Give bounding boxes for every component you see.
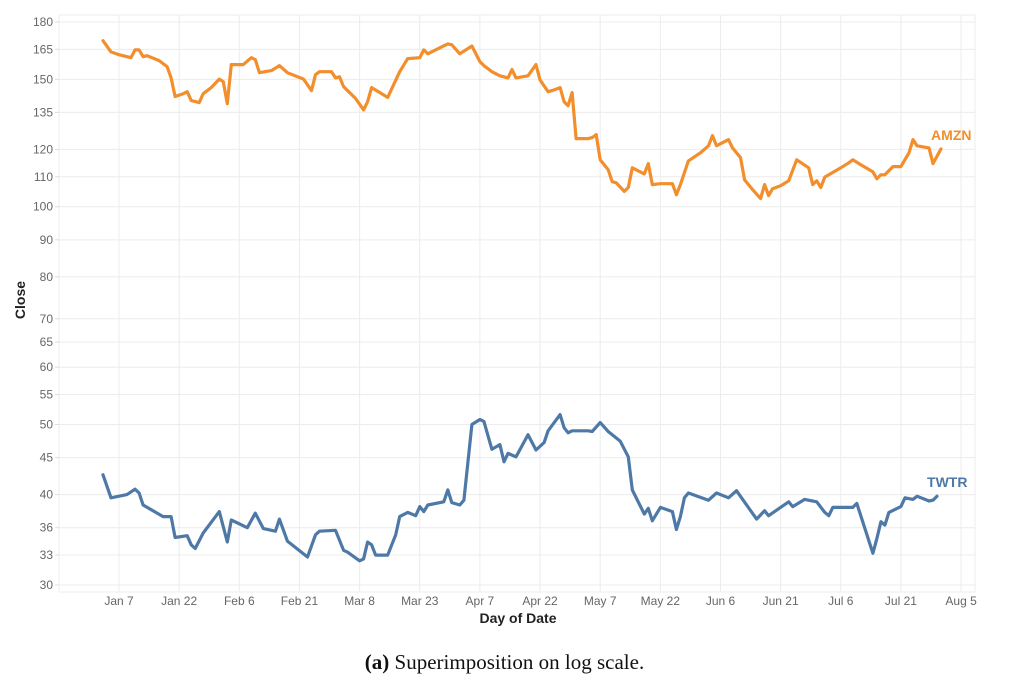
caption-label: (a) bbox=[364, 650, 390, 674]
series-label-twtr: TWTR bbox=[927, 474, 967, 490]
y-tick-label: 30 bbox=[40, 578, 54, 592]
x-tick-label: Jun 21 bbox=[763, 594, 799, 608]
y-tick-label: 150 bbox=[33, 72, 53, 86]
y-tick-label: 65 bbox=[40, 335, 54, 349]
y-tick-label: 36 bbox=[40, 521, 54, 535]
series-label-amzn: AMZN bbox=[931, 127, 971, 143]
y-tick-label: 180 bbox=[33, 15, 53, 29]
y-tick-label: 135 bbox=[33, 105, 53, 119]
x-tick-label: Apr 7 bbox=[466, 594, 495, 608]
y-tick-label: 165 bbox=[33, 42, 53, 56]
x-tick-label: Jul 6 bbox=[828, 594, 854, 608]
plot-frame bbox=[58, 14, 976, 593]
y-axis: 30 33 36 40 45 50 55 60 65 70 80 90 100 110 120 135 150 1… bbox=[33, 15, 59, 592]
y-tick-label: 120 bbox=[33, 142, 53, 156]
x-tick-label: Feb 21 bbox=[281, 594, 319, 608]
x-tick-label: Apr 22 bbox=[522, 594, 558, 608]
y-tick-label: 70 bbox=[40, 312, 54, 326]
x-tick-label: Jul 21 bbox=[885, 594, 917, 608]
y-tick-label: 40 bbox=[40, 488, 54, 502]
x-tick-label: Feb 6 bbox=[224, 594, 255, 608]
x-tick-label: Mar 23 bbox=[401, 594, 439, 608]
y-tick-label: 55 bbox=[40, 388, 54, 402]
series-line-twtr bbox=[101, 413, 939, 563]
series-labels: AMZN TWTR bbox=[927, 127, 971, 490]
x-tick-label: Jan 22 bbox=[161, 594, 197, 608]
series-lines bbox=[101, 39, 943, 563]
caption-text: Superimposition on log scale. bbox=[389, 650, 645, 674]
y-tick-label: 45 bbox=[40, 451, 54, 465]
series-line-amzn bbox=[101, 39, 943, 201]
x-axis-title: Day of Date bbox=[479, 610, 556, 626]
line-chart: 30 33 36 40 45 50 55 60 65 70 80 90 100 110 120 135 150 1… bbox=[12, 14, 977, 626]
y-tick-label: 60 bbox=[40, 360, 54, 374]
x-tick-label: May 22 bbox=[641, 594, 681, 608]
x-axis: Jan 7 Jan 22 Feb 6 Feb 21 Mar 8 Mar 23 Apr 7 Ap… bbox=[104, 594, 977, 608]
x-tick-label: Jun 6 bbox=[706, 594, 736, 608]
x-tick-label: May 7 bbox=[584, 594, 617, 608]
y-tick-label: 100 bbox=[33, 200, 53, 214]
y-axis-title: Close bbox=[12, 281, 28, 319]
y-tick-label: 110 bbox=[34, 170, 53, 184]
x-tick-label: Jan 7 bbox=[104, 594, 134, 608]
y-tick-label: 80 bbox=[40, 270, 54, 284]
y-tick-label: 50 bbox=[40, 417, 54, 431]
x-tick-label: Mar 8 bbox=[344, 594, 375, 608]
x-tick-label: Aug 5 bbox=[945, 594, 977, 608]
y-tick-label: 90 bbox=[40, 233, 54, 247]
grid bbox=[58, 14, 976, 593]
y-tick-label: 33 bbox=[40, 548, 54, 562]
figure-caption: (a) Superimposition on log scale. bbox=[0, 650, 1009, 675]
